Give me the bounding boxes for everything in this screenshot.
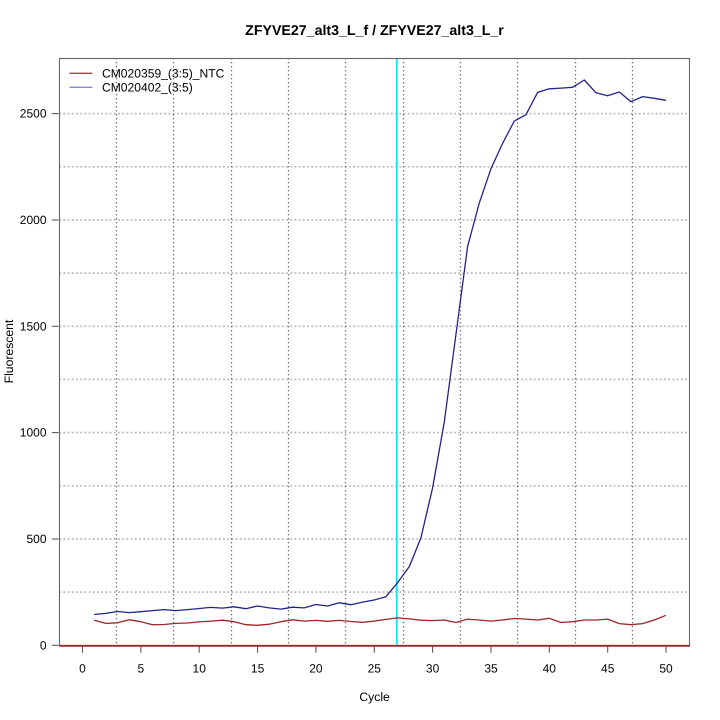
svg-text:5: 5 [138, 662, 145, 676]
svg-text:1500: 1500 [20, 319, 47, 333]
svg-text:500: 500 [26, 532, 46, 546]
svg-text:Fluorescent: Fluorescent [2, 319, 16, 383]
svg-text:20: 20 [309, 662, 323, 676]
svg-text:Cycle: Cycle [359, 690, 390, 704]
svg-text:CM020359_(3:5)_NTC: CM020359_(3:5)_NTC [102, 67, 225, 81]
svg-text:0: 0 [40, 638, 47, 652]
svg-text:10: 10 [193, 662, 207, 676]
svg-text:45: 45 [601, 662, 615, 676]
svg-text:25: 25 [368, 662, 382, 676]
svg-text:15: 15 [251, 662, 265, 676]
svg-text:1000: 1000 [20, 426, 47, 440]
svg-text:50: 50 [659, 662, 673, 676]
svg-text:CM020402_(3:5): CM020402_(3:5) [102, 81, 193, 95]
svg-text:2500: 2500 [20, 107, 47, 121]
svg-text:2000: 2000 [20, 213, 47, 227]
svg-text:30: 30 [426, 662, 440, 676]
svg-text:40: 40 [543, 662, 557, 676]
svg-text:0: 0 [79, 662, 86, 676]
svg-text:ZFYVE27_alt3_L_f / ZFYVE27_alt: ZFYVE27_alt3_L_f / ZFYVE27_alt3_L_r [245, 23, 504, 39]
svg-text:35: 35 [484, 662, 498, 676]
